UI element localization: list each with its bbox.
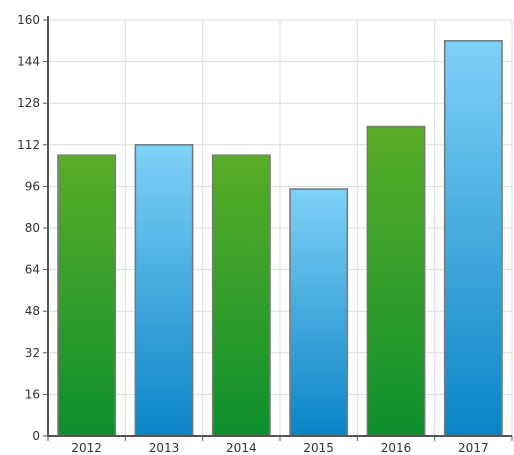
x-tick-label: 2012 xyxy=(71,441,102,455)
y-tick-label: 32 xyxy=(25,346,40,360)
grid xyxy=(48,19,513,436)
bar-2012 xyxy=(57,154,117,437)
y-tick-label: 144 xyxy=(17,55,40,69)
x-tick-label: 2017 xyxy=(458,441,489,455)
y-tick-label: 0 xyxy=(32,429,40,443)
bar-2016 xyxy=(366,125,426,437)
y-tick-label: 16 xyxy=(25,387,40,401)
y-tick-label: 112 xyxy=(17,138,40,152)
y-axis-tick-labels: 0 16 32 48 64 80 96 112 128 144 160 xyxy=(17,13,40,443)
y-tick-label: 64 xyxy=(25,263,40,277)
bar-2017 xyxy=(443,39,503,437)
x-tick-label: 2015 xyxy=(303,441,334,455)
y-tick-label: 160 xyxy=(17,13,40,27)
axes xyxy=(43,16,513,441)
x-tick-label: 2014 xyxy=(226,441,257,455)
y-tick-label: 128 xyxy=(17,96,40,110)
bar-2013 xyxy=(134,144,194,437)
bar-2014 xyxy=(211,154,271,437)
x-tick-label: 2016 xyxy=(381,441,412,455)
y-tick-label: 96 xyxy=(25,179,40,193)
y-tick-label: 80 xyxy=(25,221,40,235)
x-tick-label: 2013 xyxy=(149,441,180,455)
y-tick-label: 48 xyxy=(25,304,40,318)
bar-2015 xyxy=(289,188,349,437)
bars xyxy=(57,39,503,437)
x-axis-tick-labels: 2012 2013 2014 2015 2016 2017 xyxy=(71,441,488,455)
